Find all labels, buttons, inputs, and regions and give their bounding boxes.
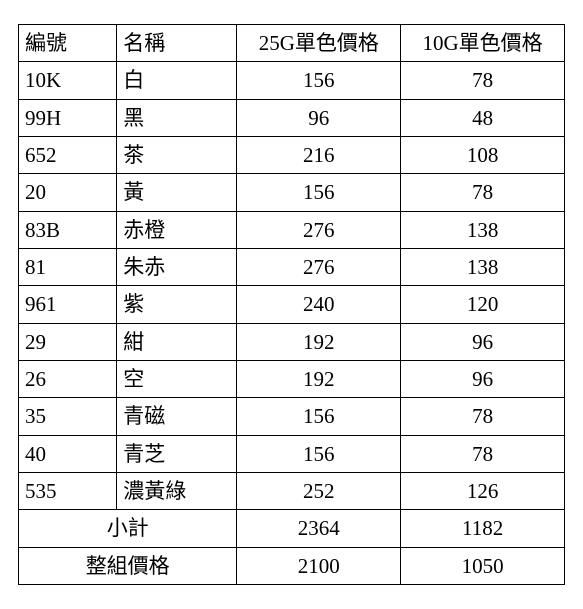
table-header-row: 編號 名稱 25G單色價格 10G單色價格: [19, 25, 565, 62]
cell-name: 黑: [117, 99, 237, 136]
table-row: 652 茶 216 108: [19, 137, 565, 174]
table-row: 26 空 192 96: [19, 361, 565, 398]
cell-p25: 192: [237, 323, 401, 360]
cell-code: 26: [19, 361, 117, 398]
cell-name: 青芝: [117, 435, 237, 472]
header-name: 名稱: [117, 25, 237, 62]
cell-p25: 252: [237, 473, 401, 510]
cell-name: 空: [117, 361, 237, 398]
header-p25: 25G單色價格: [237, 25, 401, 62]
cell-code: 99H: [19, 99, 117, 136]
table-row: 83B 赤橙 276 138: [19, 211, 565, 248]
table-row: 40 青芝 156 78: [19, 435, 565, 472]
header-code: 編號: [19, 25, 117, 62]
cell-p25: 276: [237, 249, 401, 286]
cell-code: 81: [19, 249, 117, 286]
table-row: 81 朱赤 276 138: [19, 249, 565, 286]
setprice-row: 整組價格 2100 1050: [19, 547, 565, 584]
cell-p25: 156: [237, 62, 401, 99]
cell-name: 赤橙: [117, 211, 237, 248]
table-row: 99H 黑 96 48: [19, 99, 565, 136]
cell-p25: 96: [237, 99, 401, 136]
cell-code: 35: [19, 398, 117, 435]
table-row: 535 濃黃綠 252 126: [19, 473, 565, 510]
cell-p10: 48: [401, 99, 565, 136]
cell-code: 83B: [19, 211, 117, 248]
cell-code: 535: [19, 473, 117, 510]
setprice-p25: 2100: [237, 547, 401, 584]
cell-name: 茶: [117, 137, 237, 174]
table-row: 10K 白 156 78: [19, 62, 565, 99]
cell-p10: 78: [401, 174, 565, 211]
setprice-label: 整組價格: [19, 547, 237, 584]
cell-p10: 96: [401, 323, 565, 360]
cell-name: 青磁: [117, 398, 237, 435]
cell-name: 濃黃綠: [117, 473, 237, 510]
cell-p25: 156: [237, 174, 401, 211]
cell-name: 朱赤: [117, 249, 237, 286]
cell-code: 10K: [19, 62, 117, 99]
cell-p10: 138: [401, 211, 565, 248]
cell-p25: 156: [237, 398, 401, 435]
price-table: 編號 名稱 25G單色價格 10G單色價格 10K 白 156 78 99H 黑…: [18, 24, 565, 585]
cell-p10: 108: [401, 137, 565, 174]
cell-p10: 78: [401, 398, 565, 435]
setprice-p10: 1050: [401, 547, 565, 584]
cell-p25: 156: [237, 435, 401, 472]
table-row: 35 青磁 156 78: [19, 398, 565, 435]
cell-p25: 192: [237, 361, 401, 398]
table-row: 961 紫 240 120: [19, 286, 565, 323]
cell-name: 白: [117, 62, 237, 99]
cell-p10: 78: [401, 62, 565, 99]
cell-code: 20: [19, 174, 117, 211]
cell-name: 黃: [117, 174, 237, 211]
cell-p10: 120: [401, 286, 565, 323]
cell-name: 紺: [117, 323, 237, 360]
cell-p10: 126: [401, 473, 565, 510]
cell-code: 652: [19, 137, 117, 174]
cell-p10: 96: [401, 361, 565, 398]
table-row: 20 黃 156 78: [19, 174, 565, 211]
cell-p25: 276: [237, 211, 401, 248]
header-p10: 10G單色價格: [401, 25, 565, 62]
cell-p10: 78: [401, 435, 565, 472]
table-row: 29 紺 192 96: [19, 323, 565, 360]
cell-code: 40: [19, 435, 117, 472]
cell-name: 紫: [117, 286, 237, 323]
table-body: 10K 白 156 78 99H 黑 96 48 652 茶 216 108 2…: [19, 62, 565, 585]
cell-code: 29: [19, 323, 117, 360]
cell-code: 961: [19, 286, 117, 323]
cell-p10: 138: [401, 249, 565, 286]
cell-p25: 216: [237, 137, 401, 174]
cell-p25: 240: [237, 286, 401, 323]
